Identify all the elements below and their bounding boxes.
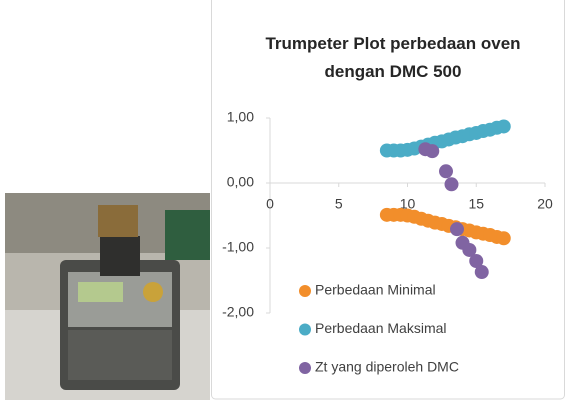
point [439, 164, 453, 179]
y-tick-label: -2,00 [222, 304, 254, 320]
point [425, 144, 440, 159]
legend-label: Perbedaan Maksimal [315, 320, 447, 336]
plot-area: -2,00 -1,00 0,00 1,00 0 5 10 15 20 Perbedaan Mini… [222, 109, 553, 375]
y-tick-label: 1,00 [227, 109, 254, 125]
device-photo [5, 193, 210, 400]
chart-frame [211, 0, 565, 400]
legend-marker [299, 285, 311, 297]
x-tick-label: 0 [266, 196, 274, 212]
point [444, 177, 459, 192]
legend-label: Perbedaan Minimal [315, 282, 436, 298]
x-tick-label: 15 [468, 196, 484, 212]
x-tick-label: 10 [400, 196, 416, 212]
point [496, 231, 511, 246]
point [474, 265, 489, 280]
x-tick-label: 20 [537, 196, 553, 212]
legend-label: Zt yang diperoleh DMC [315, 359, 459, 375]
point [469, 254, 484, 268]
legend-marker [299, 323, 311, 336]
x-tick-label: 5 [335, 196, 343, 212]
y-tick-label: 0,00 [227, 174, 254, 190]
chart-title: Trumpeter Plot perbedaan oven dengan DMC… [265, 34, 521, 81]
point [450, 222, 464, 237]
point [462, 242, 477, 257]
legend-marker [299, 362, 311, 374]
y-tick-label: -1,00 [222, 239, 254, 255]
point [496, 119, 511, 134]
